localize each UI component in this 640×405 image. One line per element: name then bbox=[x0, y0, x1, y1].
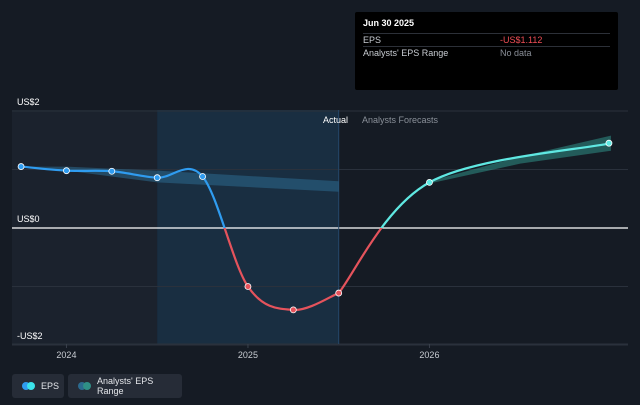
eps-range-band bbox=[21, 166, 339, 192]
eps-point bbox=[153, 174, 161, 182]
eps-line bbox=[20, 165, 340, 312]
eps-point bbox=[63, 167, 70, 175]
tooltip-range-label: Analysts' EPS Range bbox=[363, 48, 449, 58]
y-tick-label: US$2 bbox=[17, 97, 40, 107]
actual-period-highlight bbox=[157, 110, 339, 344]
tooltip-range-value: No data bbox=[500, 48, 532, 58]
x-tick-label: 2026 bbox=[419, 350, 439, 360]
tooltip-row-eps: EPS -US$1.112 bbox=[363, 33, 610, 46]
y-tick-label: -US$2 bbox=[17, 331, 43, 341]
legend-range-label: Analysts' EPS Range bbox=[97, 376, 154, 396]
legend-range-forecast-dot bbox=[83, 382, 91, 390]
legend-range-dot bbox=[78, 382, 86, 390]
y-axis-ticks: US$2 US$0 -US$2 bbox=[17, 97, 43, 341]
past-period-shade bbox=[12, 110, 158, 344]
eps-point bbox=[17, 163, 25, 170]
eps-forecast-line bbox=[337, 142, 612, 294]
eps-range-band-forecast bbox=[429, 135, 611, 184]
tooltip-eps-label: EPS bbox=[363, 35, 382, 45]
eps-point bbox=[244, 283, 252, 290]
legend-eps-swatch bbox=[22, 382, 35, 390]
forecast-label: Analysts Forecasts bbox=[362, 115, 439, 125]
x-tick-label: 2025 bbox=[238, 350, 258, 360]
x-tick-label: 2024 bbox=[56, 350, 76, 360]
legend-eps-dot bbox=[22, 382, 30, 390]
grid-lines bbox=[12, 110, 628, 346]
legend-item-eps[interactable]: EPS bbox=[12, 374, 64, 398]
data-tooltip: Jun 30 2025 EPS -US$1.112 Analysts' EPS … bbox=[355, 12, 618, 90]
tooltip-eps-value: -US$1.112 bbox=[500, 35, 543, 45]
actual-label: Actual bbox=[323, 115, 348, 125]
y-tick-label: US$0 bbox=[17, 214, 40, 224]
eps-point bbox=[199, 173, 206, 180]
legend-eps-forecast-dot bbox=[27, 382, 35, 390]
eps-point bbox=[108, 167, 116, 175]
eps-forecast-point bbox=[605, 139, 613, 147]
legend-range-swatch bbox=[78, 382, 91, 390]
legend-eps-label: EPS bbox=[41, 381, 60, 391]
x-axis-ticks: 2024 2025 2026 bbox=[56, 344, 439, 360]
eps-range-bands bbox=[21, 135, 611, 192]
eps-forecast-point bbox=[426, 178, 433, 186]
legend-item-range[interactable]: Analysts' EPS Range bbox=[68, 374, 182, 398]
tooltip-date: Jun 30 2025 bbox=[363, 18, 415, 28]
eps-point bbox=[335, 289, 343, 297]
tooltip-row-range: Analysts' EPS Range No data bbox=[363, 46, 610, 59]
eps-data-points bbox=[17, 139, 613, 314]
eps-point bbox=[289, 306, 297, 314]
